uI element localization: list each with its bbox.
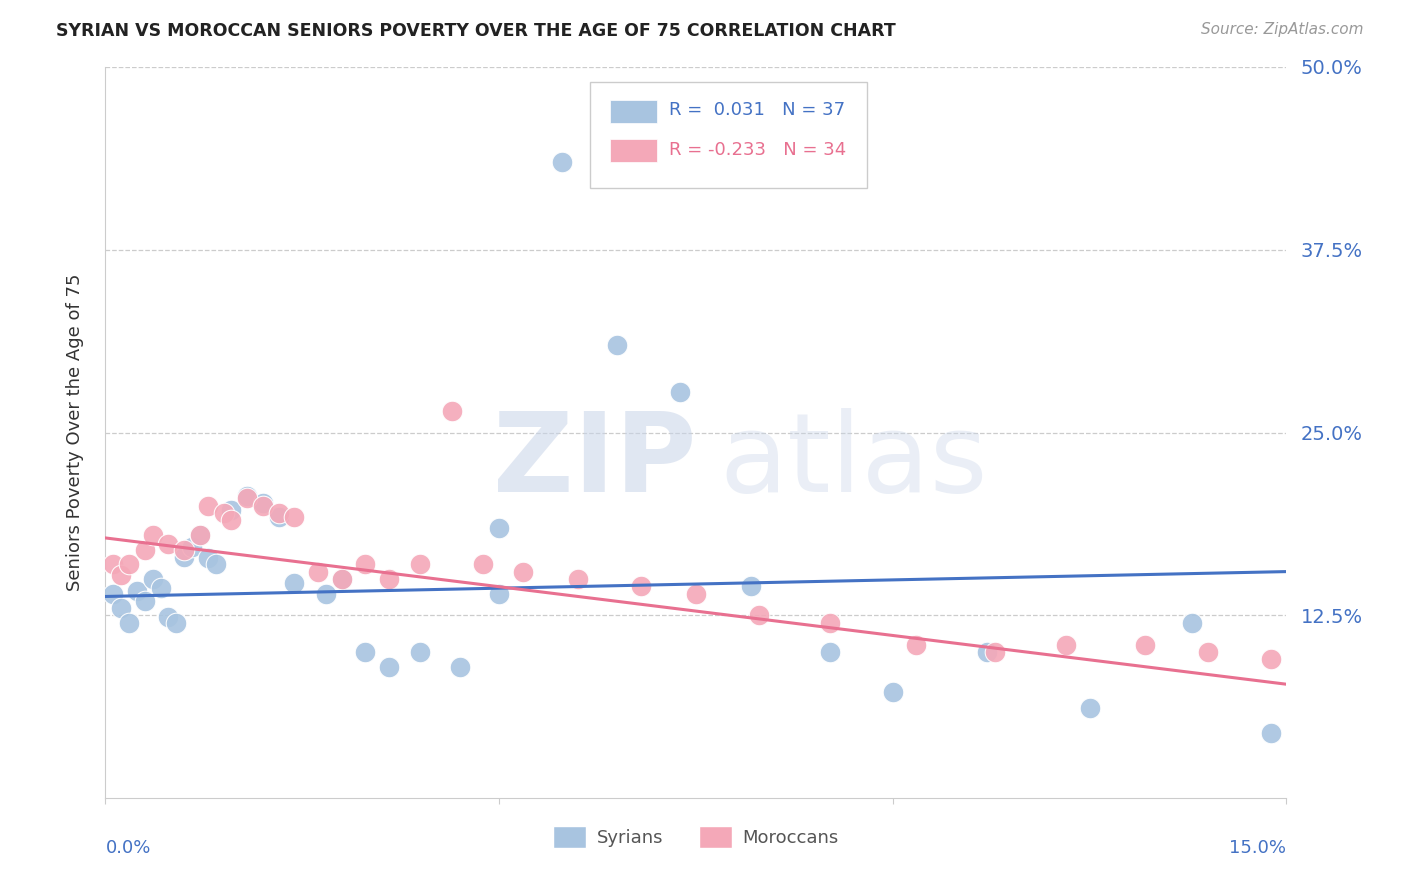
Point	[984, 645, 1007, 659]
Point	[142, 572, 165, 586]
Text: ZIP: ZIP	[492, 409, 696, 516]
Point	[267, 506, 290, 520]
Text: R =  0.031   N = 37: R = 0.031 N = 37	[669, 101, 845, 119]
Point	[173, 549, 195, 564]
Point	[330, 572, 353, 586]
Point	[181, 540, 204, 554]
Point	[188, 528, 211, 542]
Point	[354, 558, 377, 572]
Point	[882, 684, 904, 698]
Text: SYRIAN VS MOROCCAN SENIORS POVERTY OVER THE AGE OF 75 CORRELATION CHART: SYRIAN VS MOROCCAN SENIORS POVERTY OVER …	[56, 22, 896, 40]
Text: atlas: atlas	[720, 409, 988, 516]
Point	[606, 338, 628, 352]
Point	[1260, 652, 1282, 666]
Point	[818, 645, 841, 659]
Point	[669, 384, 692, 399]
Point	[1181, 615, 1204, 630]
Point	[157, 537, 180, 551]
Bar	[610, 138, 657, 162]
Point	[134, 542, 156, 557]
Point	[551, 155, 574, 169]
Point	[197, 499, 219, 513]
Point	[212, 506, 235, 520]
Point	[307, 565, 329, 579]
Point	[283, 576, 305, 591]
Point	[197, 551, 219, 566]
Point	[440, 403, 463, 417]
Point	[905, 638, 928, 652]
Point	[748, 608, 770, 623]
Text: 0.0%: 0.0%	[105, 838, 150, 856]
Text: R = -0.233   N = 34: R = -0.233 N = 34	[669, 141, 846, 159]
Point	[1078, 700, 1101, 714]
Point	[103, 586, 125, 600]
Point	[221, 513, 243, 527]
Point	[567, 572, 589, 586]
Text: 15.0%: 15.0%	[1229, 838, 1286, 856]
Point	[1197, 645, 1219, 659]
Y-axis label: Seniors Poverty Over the Age of 75: Seniors Poverty Over the Age of 75	[66, 274, 84, 591]
Point	[315, 586, 337, 600]
Point	[1054, 638, 1077, 652]
Point	[204, 558, 226, 572]
Point	[267, 510, 290, 524]
Point	[330, 572, 353, 586]
Point	[488, 586, 510, 600]
Point	[188, 528, 211, 542]
Text: Source: ZipAtlas.com: Source: ZipAtlas.com	[1201, 22, 1364, 37]
Point	[118, 558, 141, 572]
Point	[110, 567, 132, 582]
Point	[449, 659, 471, 673]
Point	[103, 558, 125, 572]
FancyBboxPatch shape	[589, 81, 868, 187]
Point	[378, 572, 401, 586]
Point	[1133, 638, 1156, 652]
Point	[252, 496, 274, 510]
Point	[685, 586, 707, 600]
Point	[118, 615, 141, 630]
Point	[378, 659, 401, 673]
Legend: Syrians, Moroccans: Syrians, Moroccans	[546, 819, 846, 855]
Point	[818, 615, 841, 630]
Point	[157, 610, 180, 624]
Point	[236, 491, 259, 506]
Point	[149, 581, 172, 595]
Point	[354, 645, 377, 659]
Point	[236, 489, 259, 503]
Point	[630, 579, 652, 593]
Point	[142, 528, 165, 542]
Point	[134, 594, 156, 608]
Point	[283, 510, 305, 524]
Point	[165, 615, 187, 630]
Point	[110, 601, 132, 615]
Point	[512, 565, 534, 579]
Point	[740, 579, 762, 593]
Point	[409, 558, 432, 572]
Point	[1260, 725, 1282, 739]
Point	[472, 558, 495, 572]
Point	[488, 521, 510, 535]
Point	[221, 503, 243, 517]
Point	[125, 583, 148, 598]
Point	[173, 542, 195, 557]
Point	[252, 499, 274, 513]
Point	[976, 645, 998, 659]
Bar	[610, 100, 657, 123]
Point	[409, 645, 432, 659]
